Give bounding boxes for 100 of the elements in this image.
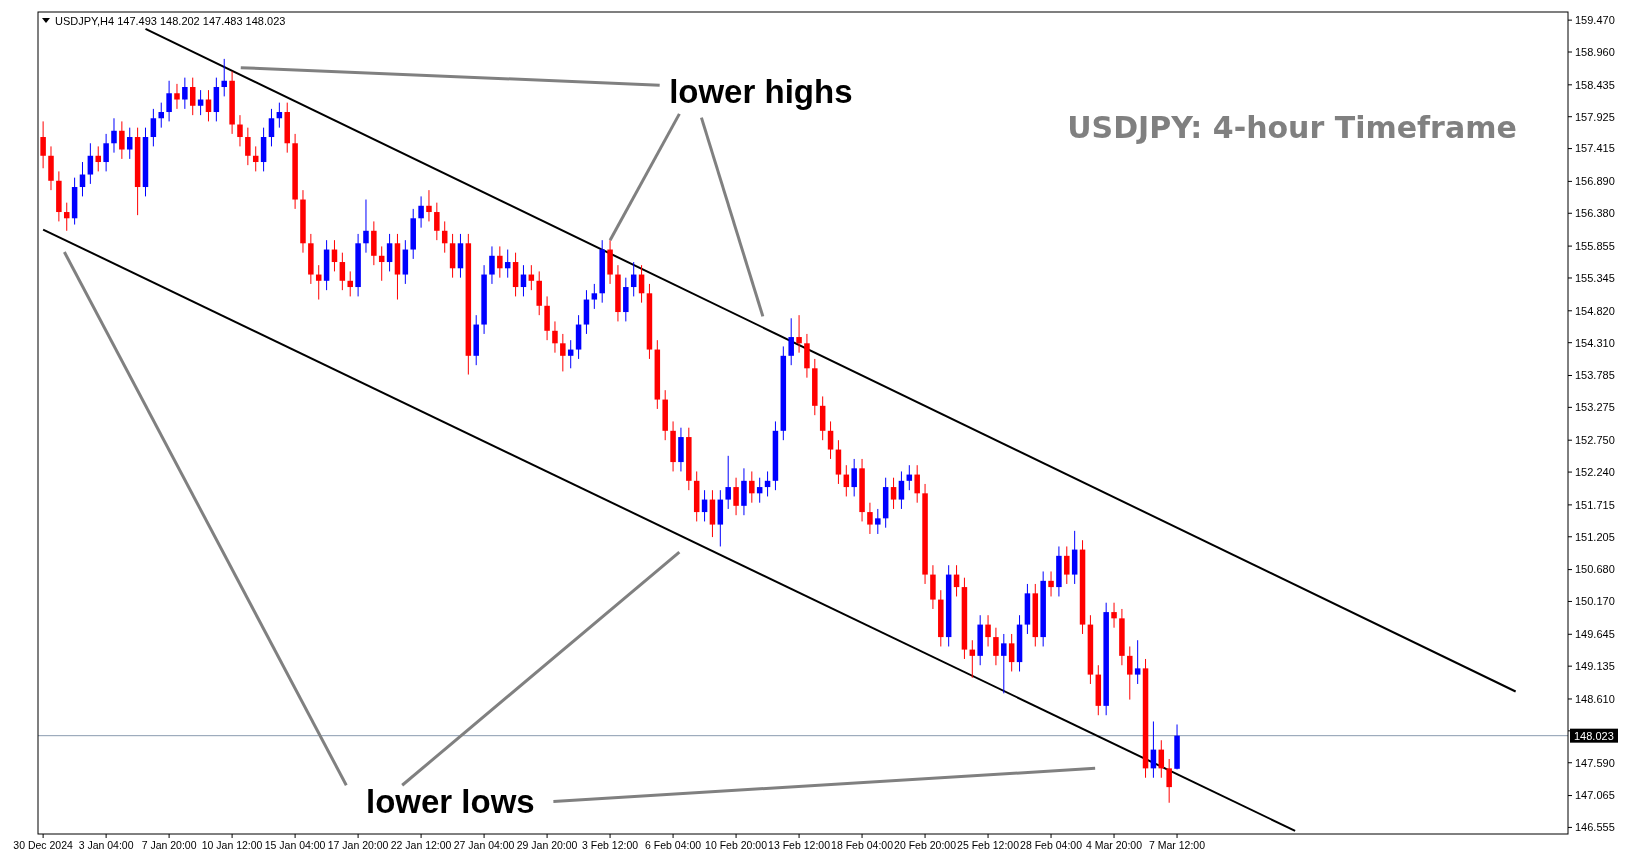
y-tick-label: 155.855 bbox=[1575, 239, 1615, 252]
candlestick bbox=[1166, 758, 1172, 804]
y-tick-label: 151.715 bbox=[1575, 498, 1615, 511]
candlestick bbox=[1048, 570, 1054, 597]
annotation: USDJPY,H4 147.493 148.202 147.483 148.023 bbox=[55, 15, 286, 27]
candlestick bbox=[875, 508, 881, 535]
x-tick-label: 25 Feb 12:00 bbox=[957, 839, 1020, 851]
y-tick-label: 152.240 bbox=[1575, 465, 1615, 478]
candlestick bbox=[1134, 639, 1141, 685]
candlestick bbox=[158, 102, 164, 129]
candlestick bbox=[1001, 633, 1007, 694]
y-tick-label: 154.310 bbox=[1575, 336, 1615, 349]
candlestick bbox=[426, 189, 432, 222]
candlestick bbox=[339, 252, 346, 291]
y-tick-label: 152.750 bbox=[1575, 434, 1615, 447]
x-tick-label: 29 Jan 20:00 bbox=[516, 839, 578, 851]
candlestick bbox=[725, 455, 731, 510]
y-tick-label: 158.435 bbox=[1575, 78, 1615, 91]
y-tick-label: 150.170 bbox=[1575, 595, 1615, 608]
y-tick-label: 150.680 bbox=[1575, 563, 1615, 576]
candlestick bbox=[1111, 602, 1117, 629]
x-tick-label: 7 Mar 12:00 bbox=[1149, 839, 1206, 851]
candlestick bbox=[827, 420, 834, 460]
candlestick bbox=[189, 77, 196, 116]
x-tick-label: 28 Feb 04:00 bbox=[1020, 839, 1083, 851]
candlestick bbox=[1127, 645, 1133, 701]
candlestick bbox=[245, 127, 251, 166]
candlestick bbox=[174, 83, 180, 110]
candlestick bbox=[95, 145, 101, 172]
x-tick-label: 4 Mar 20:00 bbox=[1086, 839, 1143, 851]
y-tick-label: 147.590 bbox=[1575, 756, 1615, 769]
candlestick bbox=[867, 502, 873, 535]
candlestick bbox=[560, 333, 566, 372]
y-tick-label: 147.065 bbox=[1575, 789, 1615, 802]
candlestick bbox=[749, 470, 755, 504]
candlestick bbox=[347, 270, 353, 297]
annotation: lower highs bbox=[669, 73, 853, 111]
candlestick bbox=[237, 114, 243, 147]
x-tick-label: 15 Jan 04:00 bbox=[264, 839, 326, 851]
x-tick-label: 27 Jan 04:00 bbox=[453, 839, 515, 851]
candlestick bbox=[788, 317, 794, 366]
x-tick-label: 22 Jan 12:00 bbox=[390, 839, 452, 851]
candlestick bbox=[182, 77, 188, 110]
y-tick-label: 157.925 bbox=[1575, 110, 1615, 123]
candlestick bbox=[993, 627, 999, 666]
x-tick-label: 20 Feb 20:00 bbox=[894, 839, 957, 851]
x-tick-label: 10 Jan 12:00 bbox=[201, 839, 263, 851]
candlestick bbox=[386, 233, 393, 272]
y-tick-label: 156.380 bbox=[1575, 207, 1615, 220]
candlestick bbox=[898, 470, 905, 510]
candlestick bbox=[591, 283, 598, 310]
candlestick bbox=[733, 477, 739, 516]
candlestick bbox=[434, 202, 440, 241]
candlestick bbox=[119, 120, 125, 160]
x-tick-label: 3 Feb 12:00 bbox=[582, 839, 639, 851]
x-tick-label: 6 Feb 04:00 bbox=[645, 839, 702, 851]
x-tick-label: 18 Feb 04:00 bbox=[831, 839, 894, 851]
candlestick bbox=[497, 245, 503, 279]
candlestick bbox=[103, 133, 109, 172]
x-tick-label: 3 Jan 04:00 bbox=[78, 839, 134, 851]
x-tick-label: 30 Dec 2024 bbox=[13, 839, 74, 851]
candlestick bbox=[985, 614, 991, 647]
candlestick bbox=[851, 458, 857, 497]
y-tick-label: 148.610 bbox=[1575, 692, 1615, 705]
candlestick bbox=[796, 314, 802, 354]
candlestick bbox=[126, 127, 133, 160]
candlestick bbox=[552, 320, 558, 354]
candlestick bbox=[150, 108, 157, 147]
y-tick-label: 153.785 bbox=[1575, 369, 1615, 382]
candlestick bbox=[111, 117, 117, 154]
x-tick-label: 10 Feb 20:00 bbox=[705, 839, 768, 851]
y-tick-label: 153.275 bbox=[1575, 401, 1615, 414]
x-tick-label: 17 Jan 20:00 bbox=[327, 839, 389, 851]
x-tick-label: 13 Feb 12:00 bbox=[768, 839, 831, 851]
y-tick-label: 155.345 bbox=[1575, 271, 1615, 284]
candlestick bbox=[418, 195, 424, 229]
candlestick bbox=[221, 58, 227, 97]
annotation: lower lows bbox=[365, 783, 535, 821]
y-tick-label: 151.205 bbox=[1575, 530, 1615, 543]
candlestick bbox=[166, 80, 172, 122]
y-tick-label: 149.645 bbox=[1575, 628, 1615, 641]
candlestick bbox=[1008, 633, 1015, 672]
candlestick bbox=[914, 464, 920, 504]
candlestick bbox=[489, 245, 495, 285]
y-tick-label: 159.470 bbox=[1575, 13, 1615, 26]
candlestick bbox=[40, 120, 46, 169]
y-tick-label: 158.960 bbox=[1575, 45, 1615, 58]
y-tick-label: 154.820 bbox=[1575, 304, 1615, 317]
candlestick bbox=[363, 199, 369, 254]
y-tick-label: 146.555 bbox=[1575, 821, 1615, 834]
y-tick-label: 156.890 bbox=[1575, 175, 1615, 188]
y-tick-label: 149.135 bbox=[1575, 660, 1615, 673]
candlestick bbox=[1064, 545, 1070, 585]
y-tick-label: 157.415 bbox=[1575, 142, 1615, 155]
text: USDJPY: 4-hour Timeframe bbox=[1067, 110, 1517, 146]
candlestick bbox=[890, 477, 897, 510]
candlestick bbox=[268, 108, 275, 147]
x-tick-label: 7 Jan 20:00 bbox=[141, 839, 197, 851]
candlestick bbox=[87, 142, 94, 185]
ref-line-label: 148.023 bbox=[1574, 729, 1614, 742]
